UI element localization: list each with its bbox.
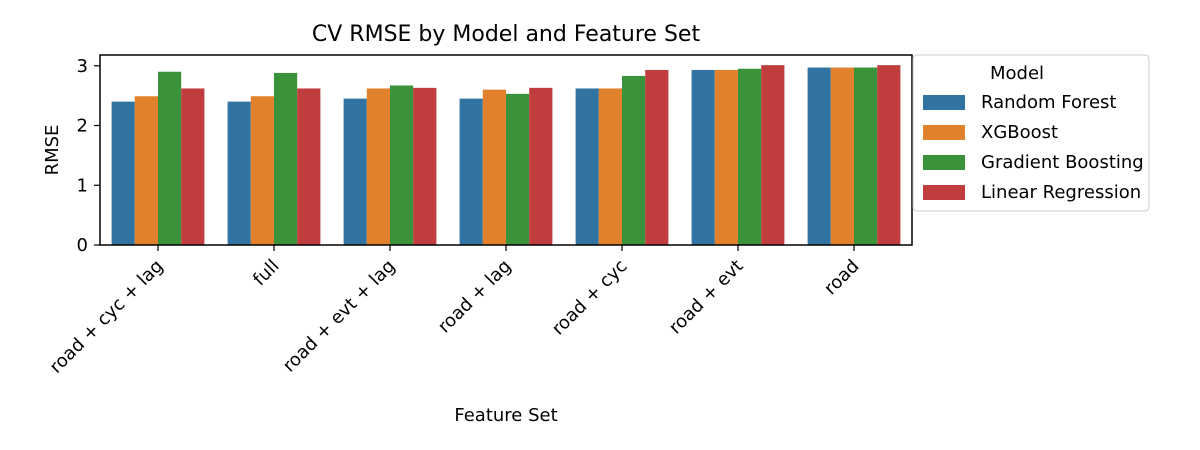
bar-linear-regression-2	[413, 87, 437, 245]
bar-random-forest-2	[343, 98, 367, 245]
x-tick-label: full	[249, 256, 283, 290]
legend-label: Linear Regression	[981, 182, 1141, 203]
bar-xgboost-4	[598, 88, 622, 245]
legend-box	[912, 54, 1150, 212]
y-tick-label: 3	[77, 56, 88, 77]
bar-linear-regression-1	[297, 88, 321, 245]
bar-linear-regression-0	[181, 88, 205, 245]
x-tick-label: road + evt + lag	[279, 256, 400, 377]
legend-swatch	[923, 155, 965, 170]
x-axis-label: Feature Set	[454, 405, 557, 426]
bar-random-forest-3	[459, 98, 483, 245]
bar-linear-regression-4	[645, 69, 669, 245]
bar-linear-regression-3	[529, 87, 553, 245]
x-tick-label: road + lag	[434, 256, 516, 338]
bar-gradient-boosting-2	[390, 85, 414, 245]
bar-linear-regression-6	[877, 65, 901, 246]
chart-title: CV RMSE by Model and Feature Set	[312, 22, 701, 47]
bar-random-forest-1	[227, 101, 251, 245]
bars-group	[111, 65, 901, 246]
legend: Model Random Forest XGBoost Gradient Boosti…	[912, 54, 1150, 212]
legend-swatch	[923, 95, 965, 110]
x-tick-label: road	[820, 256, 863, 299]
bar-xgboost-5	[714, 69, 738, 245]
bar-gradient-boosting-1	[274, 72, 298, 245]
bar-random-forest-5	[691, 69, 715, 245]
bar-gradient-boosting-4	[622, 75, 646, 245]
y-tick-label: 2	[77, 116, 88, 137]
y-tick-label: 0	[77, 235, 88, 256]
bar-random-forest-6	[807, 67, 831, 245]
y-axis-label: RMSE	[42, 125, 63, 176]
legend-label: XGBoost	[981, 122, 1058, 143]
bar-random-forest-0	[111, 101, 135, 245]
bar-xgboost-6	[830, 67, 854, 245]
bar-gradient-boosting-0	[158, 71, 182, 246]
bar-xgboost-0	[134, 96, 158, 246]
bar-xgboost-3	[482, 89, 506, 246]
bar-random-forest-4	[575, 88, 599, 245]
legend-swatch	[923, 185, 965, 200]
legend-swatch	[923, 125, 965, 140]
legend-label: Gradient Boosting	[981, 152, 1144, 173]
x-tick-label: road + evt	[665, 256, 748, 339]
bar-gradient-boosting-6	[854, 67, 878, 245]
legend-label: Random Forest	[981, 92, 1116, 113]
legend-title: Model	[990, 63, 1044, 84]
x-tick-label: road + cyc + lag	[46, 256, 168, 378]
bar-xgboost-1	[250, 96, 274, 246]
bar-xgboost-2	[366, 88, 390, 245]
x-tick-label: road + cyc	[548, 256, 632, 340]
bar-linear-regression-5	[761, 65, 785, 246]
y-tick-label: 1	[77, 175, 88, 196]
bar-gradient-boosting-5	[738, 68, 762, 245]
bar-gradient-boosting-3	[506, 93, 530, 245]
